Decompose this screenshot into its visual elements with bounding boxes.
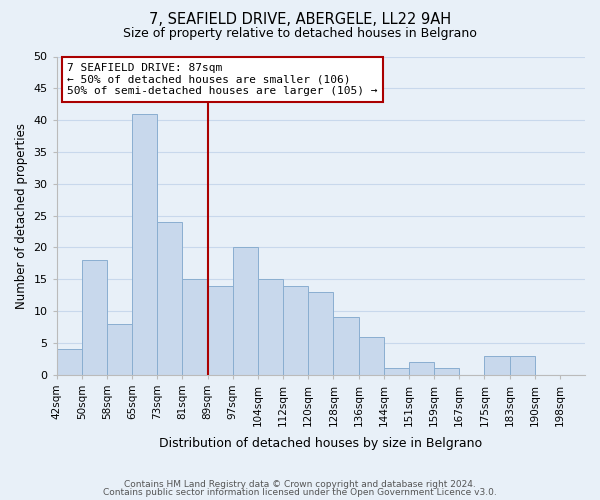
Bar bbox=[258, 280, 283, 374]
Bar bbox=[308, 292, 334, 374]
X-axis label: Distribution of detached houses by size in Belgrano: Distribution of detached houses by size … bbox=[159, 437, 482, 450]
Bar bbox=[484, 356, 509, 374]
Bar bbox=[57, 350, 82, 374]
Bar bbox=[208, 286, 233, 374]
Text: 7 SEAFIELD DRIVE: 87sqm
← 50% of detached houses are smaller (106)
50% of semi-d: 7 SEAFIELD DRIVE: 87sqm ← 50% of detache… bbox=[67, 63, 378, 96]
Bar bbox=[384, 368, 409, 374]
Bar bbox=[132, 114, 157, 374]
Bar bbox=[182, 280, 208, 374]
Text: Contains HM Land Registry data © Crown copyright and database right 2024.: Contains HM Land Registry data © Crown c… bbox=[124, 480, 476, 489]
Bar bbox=[157, 222, 182, 374]
Bar bbox=[283, 286, 308, 374]
Bar bbox=[359, 336, 384, 374]
Bar bbox=[233, 248, 258, 374]
Bar bbox=[509, 356, 535, 374]
Bar bbox=[409, 362, 434, 374]
Y-axis label: Number of detached properties: Number of detached properties bbox=[15, 122, 28, 308]
Text: Size of property relative to detached houses in Belgrano: Size of property relative to detached ho… bbox=[123, 28, 477, 40]
Text: 7, SEAFIELD DRIVE, ABERGELE, LL22 9AH: 7, SEAFIELD DRIVE, ABERGELE, LL22 9AH bbox=[149, 12, 451, 28]
Text: Contains public sector information licensed under the Open Government Licence v3: Contains public sector information licen… bbox=[103, 488, 497, 497]
Bar bbox=[334, 318, 359, 374]
Bar bbox=[107, 324, 132, 374]
Bar bbox=[434, 368, 459, 374]
Bar bbox=[82, 260, 107, 374]
